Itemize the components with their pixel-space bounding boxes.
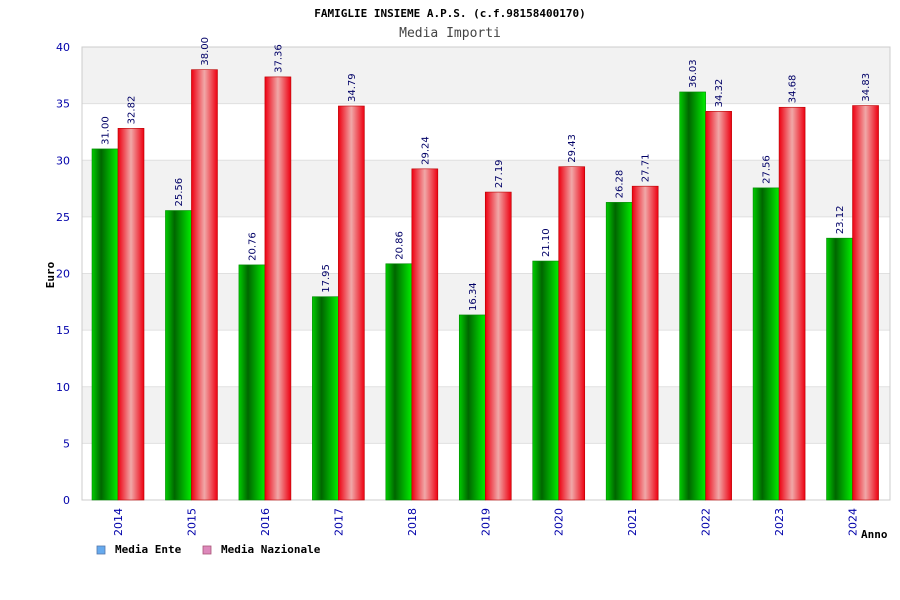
x-tick-label: 2021 [626, 508, 639, 536]
x-tick-label: 2023 [773, 508, 786, 536]
y-tick-label: 10 [56, 381, 70, 394]
bar-media-nazionale [117, 128, 145, 501]
bar-media-ente [385, 263, 413, 501]
legend: Media Ente Media Nazionale [96, 543, 321, 556]
bar-media-nazionale [484, 191, 512, 501]
label-media-nazionale: 27.71 [641, 154, 652, 183]
bar-media-nazionale [411, 168, 439, 501]
bar-media-ente [91, 148, 119, 501]
y-tick-label: 30 [56, 154, 70, 167]
label-media-ente: 20.86 [394, 231, 405, 260]
legend-label-media-nazionale: Media Nazionale [221, 543, 321, 556]
x-tick-label: 2017 [332, 508, 345, 536]
x-tick-label: 2014 [112, 508, 125, 536]
bar-media-nazionale [705, 111, 732, 501]
bar-media-ente [532, 260, 560, 501]
bar-media-nazionale [631, 185, 659, 501]
bar-media-ente [458, 314, 486, 501]
bar-media-ente [752, 187, 780, 501]
x-tick-label: 2019 [479, 508, 492, 536]
bar-media-nazionale [558, 166, 586, 501]
bar-media-ente [238, 264, 266, 501]
label-media-ente: 26.28 [615, 170, 626, 199]
y-axis-ticks: 0 5 10 15 20 25 30 35 40 [56, 41, 70, 507]
chart-subtitle: Media Importi [399, 26, 501, 41]
bar-media-nazionale [852, 105, 879, 501]
label-media-ente: 23.12 [835, 206, 846, 235]
bar-media-ente [826, 237, 853, 501]
label-media-nazionale: 34.79 [347, 73, 358, 102]
label-media-ente: 16.34 [468, 282, 479, 311]
bar-media-ente [312, 296, 339, 501]
label-media-nazionale: 34.83 [861, 73, 872, 102]
x-tick-label: 2018 [406, 508, 419, 536]
x-axis-label: Anno [861, 528, 888, 541]
bar-media-ente [679, 91, 706, 501]
label-media-nazionale: 29.24 [420, 136, 431, 165]
label-media-ente: 31.00 [101, 116, 112, 145]
label-media-nazionale: 29.43 [567, 134, 578, 163]
bar-media-nazionale [191, 69, 218, 501]
legend-swatch-media-nazionale [202, 545, 212, 555]
y-tick-label: 15 [56, 324, 70, 337]
label-media-ente: 20.76 [247, 232, 258, 261]
legend-swatch-media-ente [96, 545, 106, 555]
label-media-ente: 27.56 [762, 155, 773, 184]
y-tick-label: 5 [63, 437, 70, 450]
y-tick-label: 0 [63, 494, 70, 507]
bars [91, 69, 879, 501]
label-media-nazionale: 34.32 [714, 79, 725, 108]
x-tick-label: 2024 [847, 508, 860, 536]
bar-media-nazionale [338, 105, 365, 501]
x-axis-ticks: 2014 2015 2016 2017 2018 2019 2020 2021 2022 2023… [112, 508, 860, 536]
bar-media-ente [165, 210, 192, 501]
chart-title: FAMIGLIE INSIEME A.P.S. (c.f.98158400170… [314, 7, 586, 20]
legend-label-media-ente: Media Ente [115, 543, 182, 556]
label-media-ente: 36.03 [688, 59, 699, 88]
label-media-ente: 17.95 [321, 264, 332, 293]
y-axis-label: Euro [44, 261, 57, 288]
y-tick-label: 20 [56, 268, 70, 281]
legend-item-media-ente: Media Ente [96, 543, 182, 556]
bar-media-ente [605, 202, 633, 501]
label-media-nazionale: 37.36 [273, 44, 284, 73]
bar-media-nazionale [778, 106, 806, 501]
label-media-nazionale: 38.00 [200, 37, 211, 66]
x-tick-label: 2020 [553, 508, 566, 536]
label-media-nazionale: 34.68 [788, 75, 799, 104]
label-media-nazionale: 27.19 [494, 159, 505, 188]
x-tick-label: 2016 [259, 508, 272, 536]
x-tick-label: 2015 [185, 508, 198, 536]
y-tick-label: 40 [56, 41, 70, 54]
value-labels: 31.00 32.82 25.56 38.00 20.76 37.36 17.95 34.79… [101, 37, 873, 311]
label-media-nazionale: 32.82 [127, 96, 138, 125]
x-tick-label: 2022 [700, 508, 713, 536]
legend-item-media-nazionale: Media Nazionale [202, 543, 321, 556]
label-media-ente: 21.10 [541, 228, 552, 257]
y-tick-label: 35 [56, 98, 70, 111]
label-media-ente: 25.56 [174, 178, 185, 207]
bar-media-nazionale [264, 76, 292, 501]
y-tick-label: 25 [56, 211, 70, 224]
